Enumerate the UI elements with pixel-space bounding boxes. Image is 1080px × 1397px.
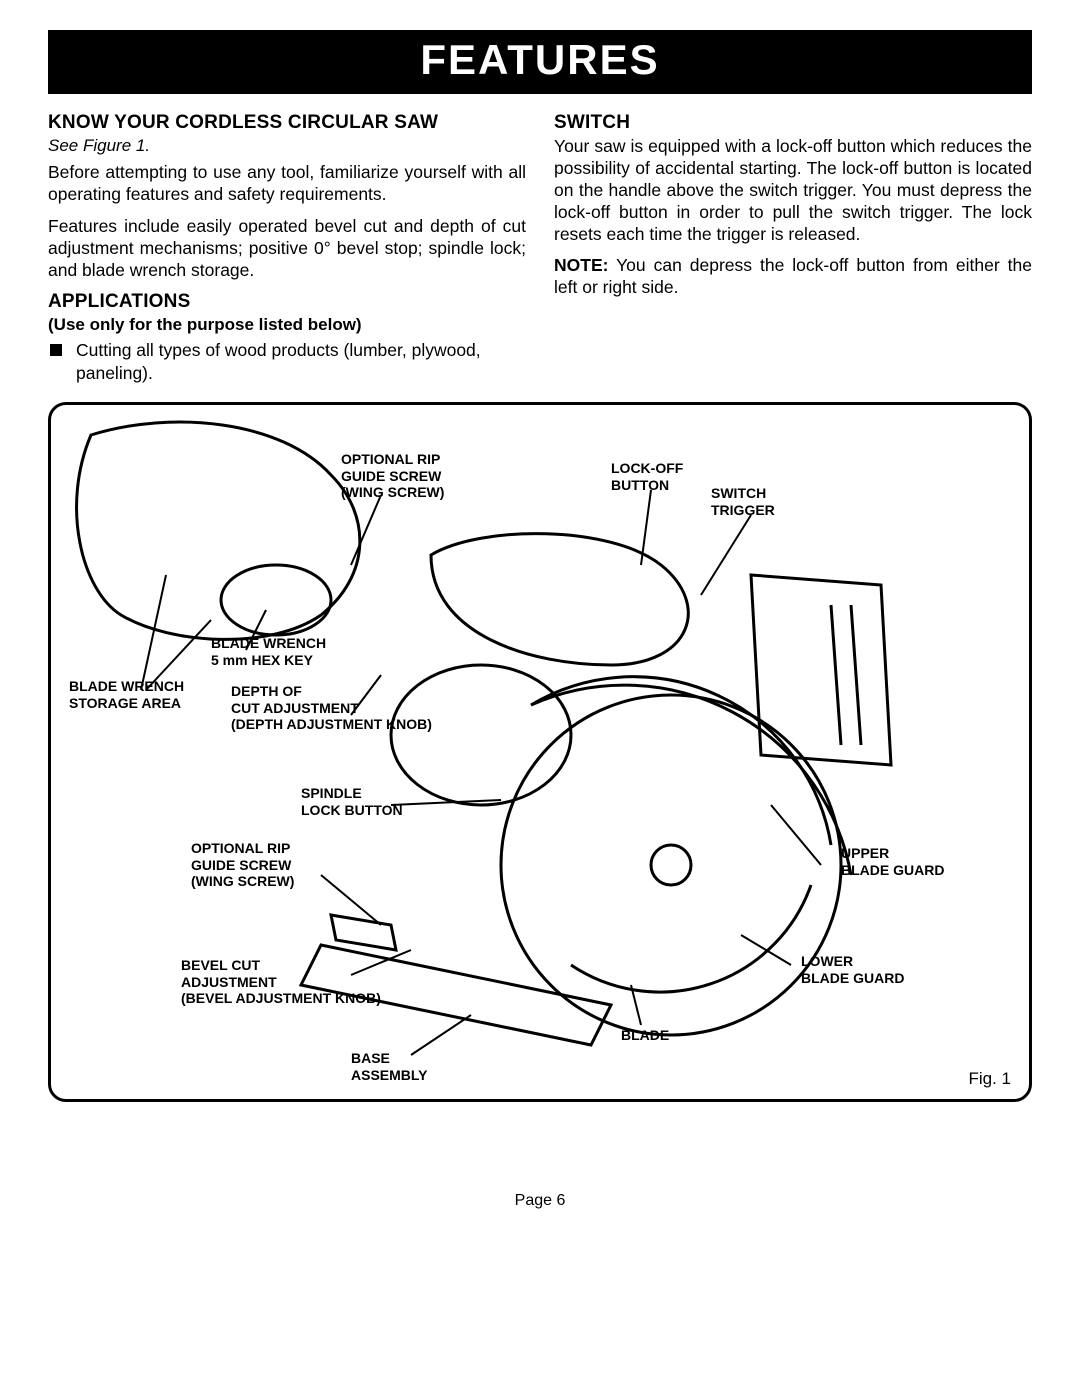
page-number: Page 6 <box>48 1192 1032 1210</box>
left-column: KNOW YOUR CORDLESS CIRCULAR SAW See Figu… <box>48 112 526 384</box>
page-banner: FEATURES <box>48 30 1032 94</box>
right-column: SWITCH Your saw is equipped with a lock-… <box>554 112 1032 384</box>
figure-caption: Fig. 1 <box>968 1069 1011 1089</box>
switch-paragraph: Your saw is equipped with a lock-off but… <box>554 136 1032 245</box>
applications-list: Cutting all types of wood products (lumb… <box>48 339 526 384</box>
heading-applications: APPLICATIONS <box>48 291 526 313</box>
figure-1-box: OPTIONAL RIP GUIDE SCREW (WING SCREW) LO… <box>48 402 1032 1102</box>
use-only-note: (Use only for the purpose listed below) <box>48 315 526 335</box>
callout-depth-cut: DEPTH OF CUT ADJUSTMENT (DEPTH ADJUSTMEN… <box>231 683 432 733</box>
callout-upper-guard: UPPER BLADE GUARD <box>841 845 944 878</box>
heading-know-your-saw: KNOW YOUR CORDLESS CIRCULAR SAW <box>48 112 526 134</box>
callout-blade-wrench: BLADE WRENCH 5 mm HEX KEY <box>211 635 326 668</box>
callout-blade: BLADE <box>621 1027 669 1044</box>
intro-paragraph-2: Features include easily operated bevel c… <box>48 216 526 282</box>
heading-switch: SWITCH <box>554 112 1032 134</box>
callout-spindle-lock: SPINDLE LOCK BUTTON <box>301 785 403 818</box>
callout-optional-rip-top: OPTIONAL RIP GUIDE SCREW (WING SCREW) <box>341 451 444 501</box>
note-text: You can depress the lock-off button from… <box>554 255 1032 297</box>
callout-storage-area: BLADE WRENCH STORAGE AREA <box>69 678 184 711</box>
applications-item: Cutting all types of wood products (lumb… <box>48 339 526 384</box>
switch-note: NOTE: You can depress the lock-off butto… <box>554 255 1032 299</box>
note-label: NOTE: <box>554 255 608 275</box>
see-figure-ref: See Figure 1. <box>48 136 526 156</box>
callout-bevel-cut: BEVEL CUT ADJUSTMENT (BEVEL ADJUSTMENT K… <box>181 957 381 1007</box>
callout-base-assembly: BASE ASSEMBLY <box>351 1050 428 1083</box>
callout-switch-trigger: SWITCH TRIGGER <box>711 485 775 518</box>
callout-lower-guard: LOWER BLADE GUARD <box>801 953 904 986</box>
callout-optional-rip-bot: OPTIONAL RIP GUIDE SCREW (WING SCREW) <box>191 840 294 890</box>
callout-lock-off: LOCK-OFF BUTTON <box>611 460 683 493</box>
two-column-layout: KNOW YOUR CORDLESS CIRCULAR SAW See Figu… <box>48 112 1032 384</box>
intro-paragraph-1: Before attempting to use any tool, famil… <box>48 162 526 206</box>
